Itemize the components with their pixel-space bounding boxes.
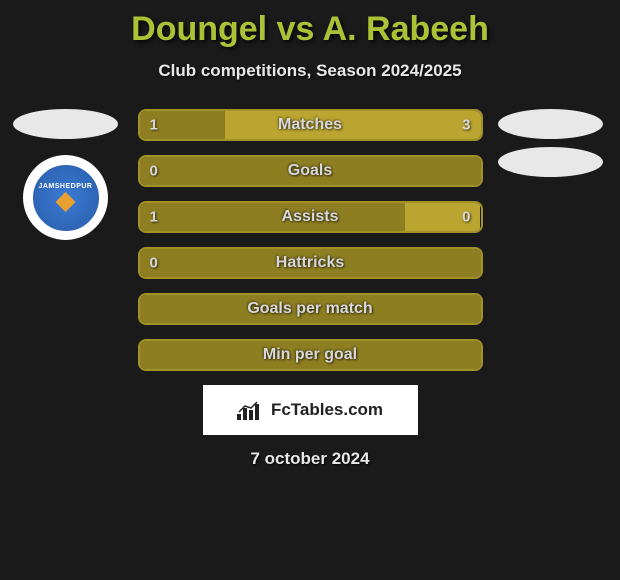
stat-bar-left-fill — [140, 203, 406, 231]
fctables-logo-icon — [237, 400, 265, 420]
club-badge-shield-icon — [56, 192, 76, 212]
stat-bar: Goals 0 — [138, 155, 483, 187]
stat-bar-label: Hattricks — [276, 254, 344, 272]
stat-bar-label: Goals — [288, 162, 332, 180]
stat-bar-left-value: 1 — [150, 209, 158, 226]
club-badge-inner: JAMSHEDPUR — [30, 162, 102, 234]
stat-bar: Hattricks 0 — [138, 247, 483, 279]
stat-bar: Matches 1 3 — [138, 109, 483, 141]
comparison-title: Doungel vs A. Rabeeh — [0, 0, 620, 49]
left-player-column: JAMSHEDPUR — [8, 109, 123, 240]
stat-bar: Goals per match — [138, 293, 483, 325]
player-portrait-placeholder — [13, 109, 118, 139]
comparison-subtitle: Club competitions, Season 2024/2025 — [0, 61, 620, 81]
right-player-column — [493, 109, 608, 177]
player-portrait-placeholder — [498, 109, 603, 139]
stat-bar-right-value: 3 — [462, 117, 470, 134]
club-badge-text: JAMSHEDPUR — [38, 183, 92, 190]
source-badge: FcTables.com — [203, 385, 418, 435]
comparison-date: 7 october 2024 — [0, 449, 620, 469]
stat-bar-label: Goals per match — [247, 300, 372, 318]
stat-bar-left-value: 0 — [150, 163, 158, 180]
club-badge-placeholder — [498, 147, 603, 177]
stat-bar-label: Assists — [282, 208, 339, 226]
source-badge-text: FcTables.com — [271, 400, 383, 420]
stat-bar-right-value: 0 — [462, 209, 470, 226]
stat-bar: Min per goal — [138, 339, 483, 371]
left-club-badge: JAMSHEDPUR — [23, 155, 108, 240]
stat-bar: Assists 1 0 — [138, 201, 483, 233]
stat-bar-left-value: 0 — [150, 255, 158, 272]
stat-bar-label: Min per goal — [263, 346, 357, 364]
stat-bars-container: Matches13Goals0Assists10Hattricks0Goals … — [138, 109, 483, 371]
content-area: JAMSHEDPUR Matches13Goals0Assists10Hattr… — [0, 109, 620, 371]
stat-bar-right-fill — [225, 111, 481, 139]
stat-bar-left-value: 1 — [150, 117, 158, 134]
stat-bar-label: Matches — [278, 116, 342, 134]
